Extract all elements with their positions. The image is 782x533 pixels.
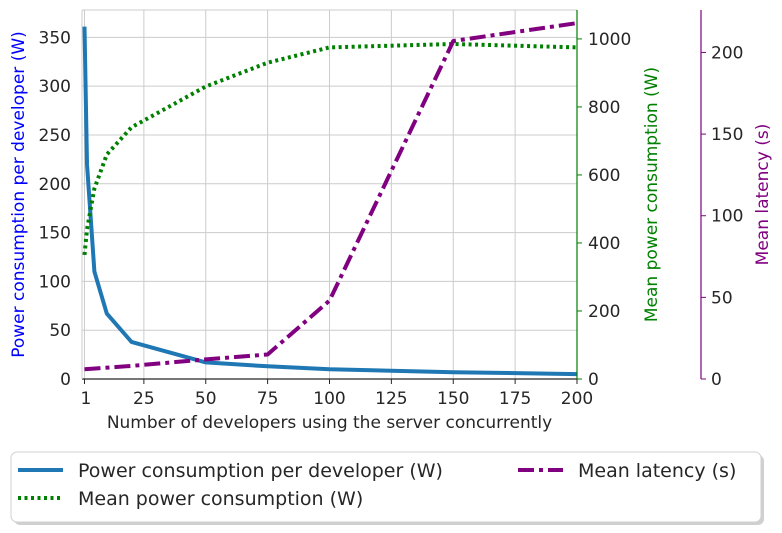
outer-right-tick-label: 200 — [711, 43, 743, 63]
left-tick-label: 50 — [49, 321, 71, 341]
x-tick-label: 125 — [375, 389, 407, 409]
legend-label-1: Mean power consumption (W) — [78, 488, 363, 510]
right-tick-label: 800 — [588, 98, 620, 118]
grid-layer — [82, 10, 578, 380]
right-tick-label: 400 — [588, 234, 620, 254]
x-axis-title: Number of developers using the server co… — [107, 413, 552, 433]
left-tick-label: 200 — [39, 175, 71, 195]
left-tick-label: 250 — [39, 126, 71, 146]
x-tick-label: 75 — [257, 389, 279, 409]
left-tick-label: 0 — [60, 370, 71, 390]
right-axis-title: Mean power consumption (W) — [642, 67, 662, 322]
left-axis-title: Power consumption per developer (W) — [9, 31, 29, 358]
x-tick-label: 175 — [499, 389, 531, 409]
left-tick-label: 150 — [39, 224, 71, 244]
outer-right-tick-label: 0 — [711, 370, 722, 390]
right-tick-label: 1000 — [588, 30, 631, 50]
left-tick-label: 300 — [39, 77, 71, 97]
left-tick-label: 100 — [39, 272, 71, 292]
series-line-1 — [82, 42, 578, 256]
x-tick-label: 50 — [195, 389, 217, 409]
series-line-2 — [84, 21, 578, 372]
x-tick-label: 100 — [313, 389, 345, 409]
x-tick-label: 150 — [437, 389, 469, 409]
series-line-0 — [82, 26, 578, 377]
legend: Power consumption per developer (W) Mean … — [10, 451, 764, 525]
outer-right-tick-label: 50 — [711, 288, 733, 308]
x-tick-label: 1 — [80, 389, 91, 409]
outer-right-tick-label: 150 — [711, 125, 743, 145]
series-layer — [82, 21, 578, 377]
left-tick-label: 350 — [39, 28, 71, 48]
right-tick-label: 200 — [588, 302, 620, 322]
right-tick-label: 600 — [588, 166, 620, 186]
outer-right-axis-title: Mean latency (s) — [753, 124, 773, 266]
legend-box — [10, 451, 762, 523]
x-tick-label: 200 — [561, 389, 593, 409]
legend-label-2: Mean latency (s) — [578, 460, 736, 482]
outer-right-tick-label: 100 — [711, 207, 743, 227]
legend-label-0: Power consumption per developer (W) — [78, 460, 443, 482]
right-tick-label: 0 — [588, 370, 599, 390]
x-tick-label: 25 — [133, 389, 155, 409]
